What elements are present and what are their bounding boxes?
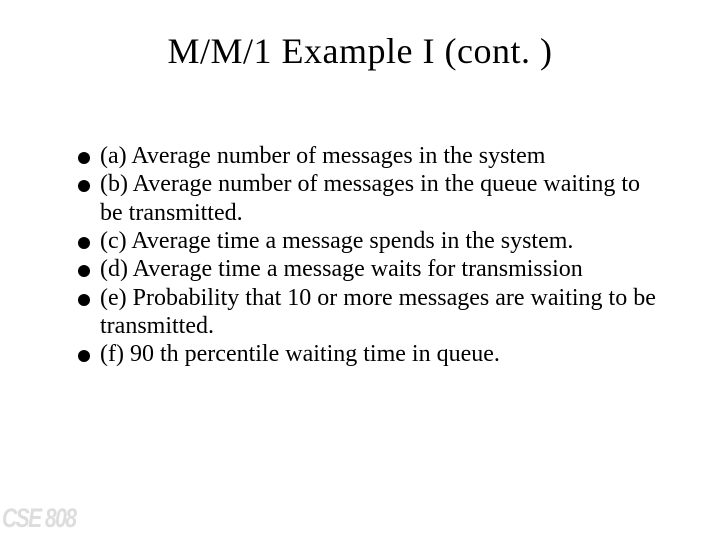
list-item-text: (f) 90 th percentile waiting time in que… — [100, 341, 500, 367]
bullet-list: (a) Average number of messages in the sy… — [60, 142, 660, 369]
slide-title: M/M/1 Example I (cont. ) — [60, 30, 660, 72]
list-item-text: (a) Average number of messages in the sy… — [100, 143, 545, 169]
list-item-text: (b) Average number of messages in the qu… — [100, 171, 640, 225]
list-item-text: (d) Average time a message waits for tra… — [100, 256, 583, 282]
list-item: (e) Probability that 10 or more messages… — [78, 284, 660, 341]
list-item: (a) Average number of messages in the sy… — [78, 142, 660, 170]
slide: M/M/1 Example I (cont. ) (a) Average num… — [0, 0, 720, 540]
footer-watermark: CSE 808 — [2, 503, 75, 534]
list-item: (b) Average number of messages in the qu… — [78, 170, 660, 227]
list-item-text: (c) Average time a message spends in the… — [100, 228, 573, 254]
list-item: (c) Average time a message spends in the… — [78, 227, 660, 255]
list-item: (f) 90 th percentile waiting time in que… — [78, 340, 660, 368]
list-item-text: (e) Probability that 10 or more messages… — [100, 285, 656, 339]
list-item: (d) Average time a message waits for tra… — [78, 255, 660, 283]
